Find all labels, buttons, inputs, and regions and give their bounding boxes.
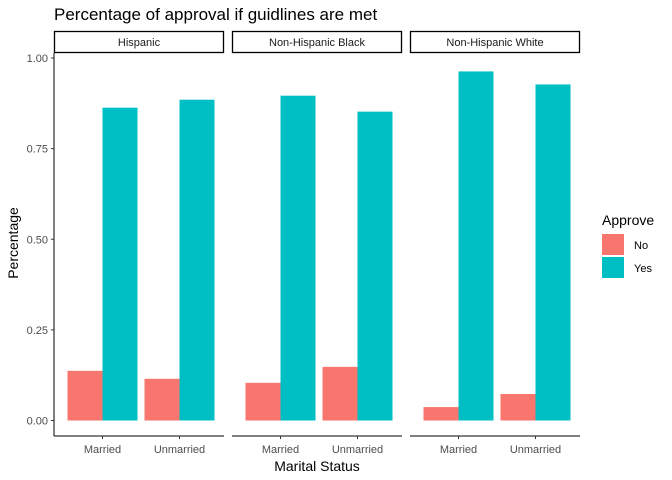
bar (245, 382, 281, 421)
bar (179, 99, 215, 421)
facet-panel: Non-Hispanic White Married Unmarried (409, 30, 581, 456)
x-tick-label: Unmarried (154, 444, 205, 456)
facet-strip-label: Non-Hispanic Black (269, 37, 365, 49)
y-tick-label: 0.75 (27, 144, 48, 156)
chart-title: Percentage of approval if guidlines are … (54, 5, 377, 24)
bar (102, 107, 138, 421)
x-tick-label: Married (262, 444, 299, 456)
legend-key (602, 257, 624, 278)
y-tick-label: 0.50 (27, 234, 48, 246)
x-tick-label: Married (440, 444, 477, 456)
facet-strip (53, 30, 225, 54)
facet-panel: Non-Hispanic Black Married Unmarried (231, 30, 403, 456)
bar (357, 111, 393, 421)
bar (458, 71, 494, 421)
bar (423, 407, 459, 421)
facet-strip-label: Non-Hispanic White (446, 37, 543, 49)
y-tick-label: 1.00 (27, 53, 48, 65)
bar (500, 394, 536, 421)
facet-panel: Hispanic Married Unmarried (53, 30, 225, 456)
legend-key (602, 234, 624, 255)
bar (144, 378, 180, 421)
y-tick-label: 0.25 (27, 325, 48, 337)
x-axis-title: Marital Status (274, 458, 360, 474)
facet-strip-label: Hispanic (118, 37, 161, 49)
facet-strip (231, 30, 403, 54)
facet-strip (409, 30, 581, 54)
y-axis-title: Percentage (5, 207, 21, 279)
y-tick-label: 0.00 (27, 416, 48, 428)
legend-label: Yes (634, 263, 652, 275)
legend-label: No (634, 240, 648, 252)
y-axis: 0.00 0.25 0.50 0.75 1.00 (27, 53, 55, 436)
x-tick-label: Unmarried (332, 444, 383, 456)
legend-title: Approve (602, 212, 654, 228)
x-tick-label: Married (84, 444, 121, 456)
legend: Approve No Yes (602, 212, 654, 278)
bar (535, 84, 571, 421)
bar (280, 95, 316, 421)
x-tick-label: Unmarried (510, 444, 561, 456)
bar (67, 370, 103, 421)
bar (322, 366, 358, 421)
